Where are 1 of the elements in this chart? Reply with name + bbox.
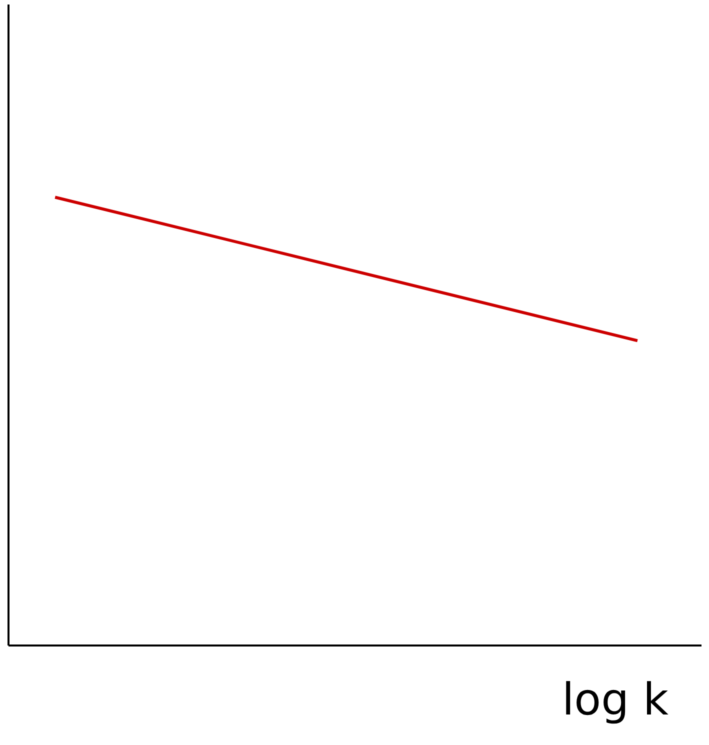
x-axis-title: log k [562, 674, 670, 726]
